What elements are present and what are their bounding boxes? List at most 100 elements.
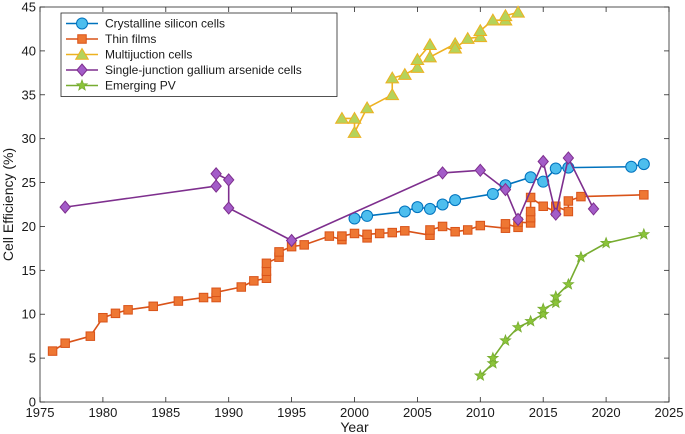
series-3 [59, 151, 600, 248]
data-point [574, 250, 588, 263]
data-point [436, 198, 449, 211]
x-tick-label: 1975 [26, 405, 55, 420]
data-point [563, 196, 574, 206]
data-point [473, 29, 488, 43]
data-point [563, 206, 574, 217]
data-point [625, 160, 638, 173]
data-point [499, 333, 512, 346]
data-point [447, 41, 463, 54]
x-tick-label: 2005 [403, 405, 432, 420]
data-point [285, 233, 298, 248]
data-point [499, 182, 512, 197]
data-point [400, 226, 410, 236]
x-axis-title: Year [340, 419, 369, 434]
data-point [222, 173, 235, 187]
data-point [347, 125, 362, 138]
legend-marker [75, 78, 89, 91]
data-point [299, 240, 309, 250]
data-point [324, 231, 335, 241]
y-tick-label: 45 [22, 0, 36, 15]
data-point [387, 227, 397, 238]
data-point [210, 179, 222, 193]
data-point [198, 292, 209, 303]
legend-label: Multijuction cells [105, 48, 192, 62]
legend-marker [74, 47, 90, 60]
data-point [422, 37, 438, 51]
data-point [475, 220, 486, 231]
data-point [210, 167, 222, 181]
data-point [449, 194, 462, 207]
data-point [423, 202, 436, 215]
x-tick-label: 2025 [655, 405, 684, 420]
data-point [450, 226, 460, 237]
data-point [349, 228, 360, 239]
data-point [549, 290, 563, 303]
data-point [385, 71, 400, 84]
series-2 [334, 5, 526, 138]
data-point [60, 338, 70, 348]
data-point [525, 206, 536, 217]
series-layer [47, 5, 651, 382]
data-point [637, 158, 650, 171]
y-tick-label: 35 [22, 87, 36, 102]
y-tick-label: 40 [22, 43, 36, 58]
data-point [436, 166, 449, 180]
data-point [562, 277, 575, 290]
x-tick-label: 1990 [214, 405, 243, 420]
data-point [261, 258, 272, 269]
data-point [334, 111, 350, 124]
data-point [211, 287, 221, 298]
data-point [274, 247, 284, 257]
x-tick-label: 2010 [466, 405, 495, 420]
data-point [362, 229, 372, 240]
data-point [236, 282, 247, 292]
data-point [361, 209, 374, 222]
data-point [524, 314, 537, 327]
data-point [473, 369, 487, 382]
y-tick-label: 5 [29, 351, 36, 366]
series-line [354, 163, 645, 220]
x-tick-label: 1995 [277, 405, 306, 420]
y-tick-label: 25 [22, 175, 36, 190]
y-tick-label: 20 [22, 219, 36, 234]
data-point [576, 191, 586, 202]
data-point [47, 346, 58, 356]
data-point [222, 201, 235, 215]
data-point [637, 227, 651, 240]
data-point [397, 67, 412, 80]
legend-label: Crystalline silicon cells [105, 17, 225, 31]
data-point [148, 301, 158, 312]
data-point [510, 5, 526, 18]
data-point [473, 23, 488, 36]
data-point [511, 320, 525, 333]
series-4 [473, 227, 651, 382]
legend-box [60, 12, 338, 97]
data-point [498, 8, 513, 22]
legend-marker [76, 17, 88, 30]
data-point [385, 87, 400, 101]
data-point [422, 50, 438, 63]
legend-label: Emerging PV [105, 79, 176, 93]
data-point [474, 163, 487, 178]
data-point [110, 308, 121, 319]
data-point [460, 31, 475, 44]
legend-marker [77, 34, 87, 44]
data-point [537, 154, 549, 169]
data-point [536, 302, 550, 315]
data-point [486, 187, 499, 200]
data-point [249, 276, 259, 286]
x-tick-label: 2000 [340, 405, 369, 420]
legend-label: Thin films [105, 32, 156, 46]
data-point [550, 207, 562, 221]
data-point [98, 312, 108, 323]
data-point [486, 356, 500, 369]
data-point [411, 201, 424, 214]
data-point [512, 212, 524, 227]
data-point [173, 296, 184, 306]
data-point [525, 192, 536, 203]
data-point [398, 205, 411, 218]
axes: 1975 1980 1985 1990 1995 2000 2005 2010 2015 2020… [22, 0, 684, 420]
series-line [341, 11, 519, 134]
